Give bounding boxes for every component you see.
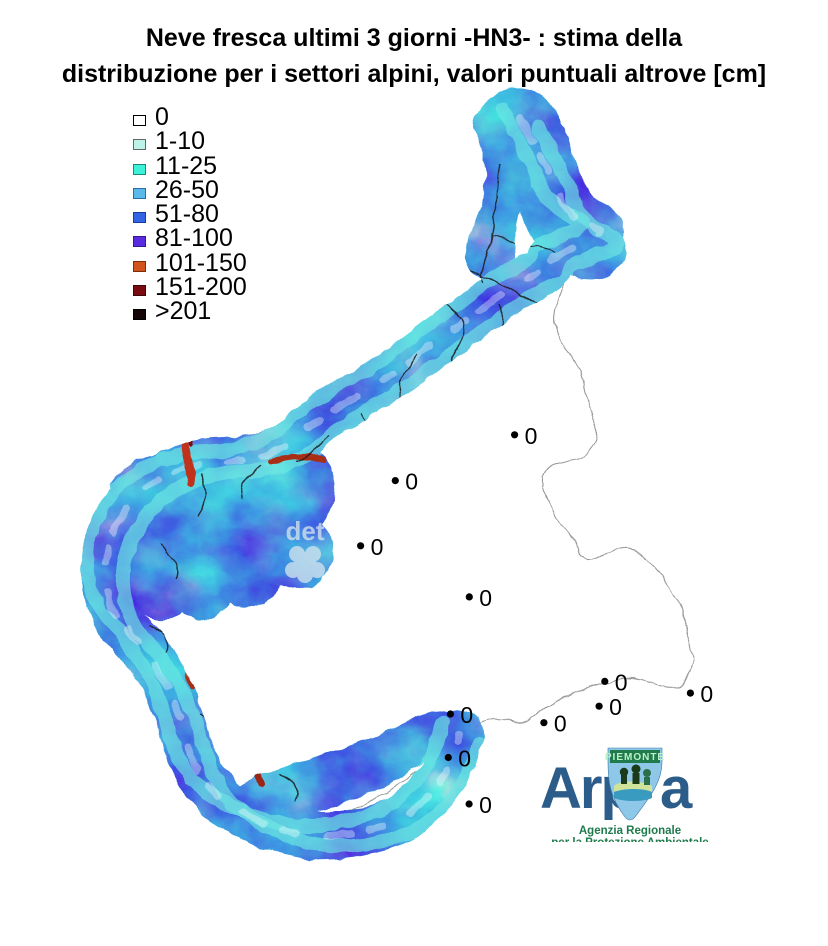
svg-text:0: 0 <box>609 694 622 720</box>
svg-text:0: 0 <box>479 585 492 611</box>
svg-text:a: a <box>660 756 693 821</box>
svg-text:0: 0 <box>460 702 473 728</box>
svg-text:0: 0 <box>405 469 418 495</box>
svg-text:0: 0 <box>458 746 471 772</box>
svg-text:0: 0 <box>615 669 628 695</box>
svg-text:det: det <box>286 516 325 546</box>
svg-text:Agenzia Regionale: Agenzia Regionale <box>579 825 681 837</box>
svg-text:0: 0 <box>700 681 713 707</box>
svg-text:PIEMONTE: PIEMONTE <box>605 752 665 763</box>
svg-text:0: 0 <box>525 423 538 449</box>
svg-text:0: 0 <box>554 711 567 737</box>
svg-text:0: 0 <box>479 792 492 818</box>
svg-text:per la Protezione Ambientale: per la Protezione Ambientale <box>551 837 708 842</box>
